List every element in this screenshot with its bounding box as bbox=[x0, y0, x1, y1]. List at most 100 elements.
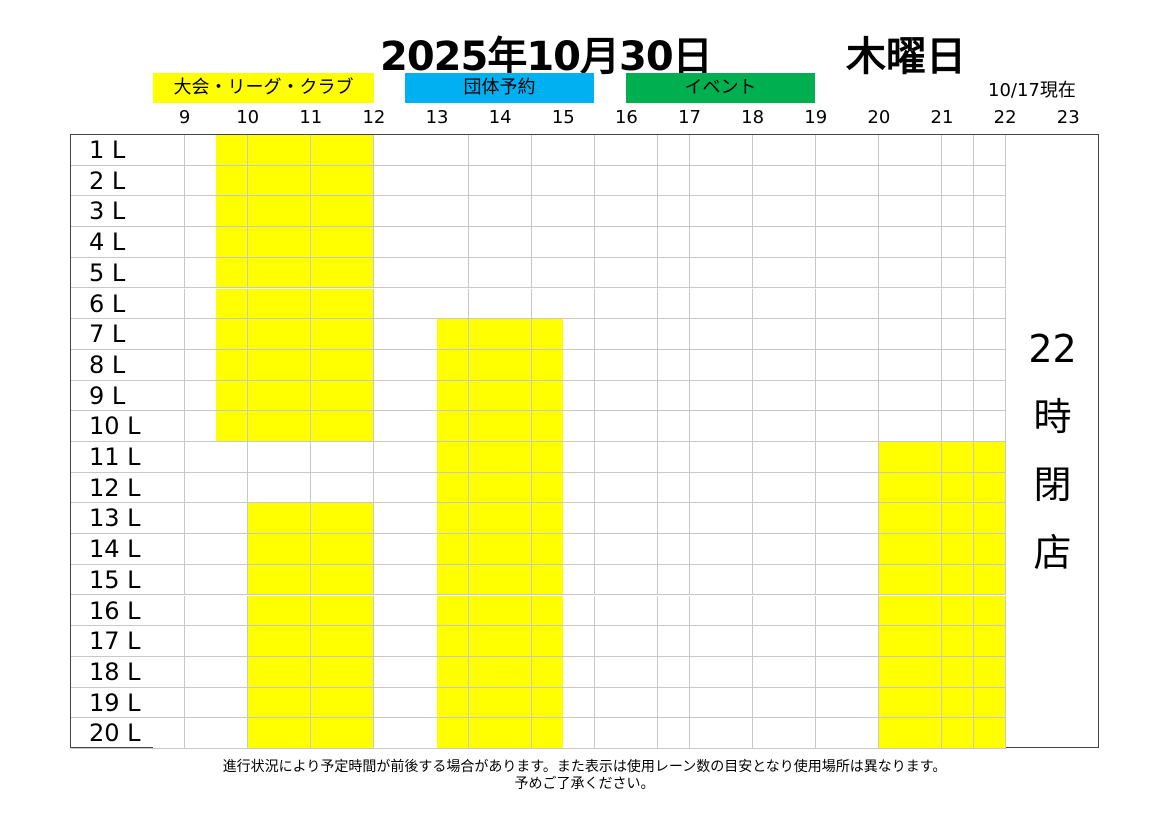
empty-slot bbox=[153, 196, 186, 228]
empty-slot bbox=[247, 442, 280, 473]
empty-slot bbox=[373, 411, 406, 442]
empty-slot bbox=[594, 503, 627, 535]
lane-label: 15 L bbox=[71, 564, 154, 596]
hour-label: 17 bbox=[678, 107, 701, 128]
empty-slot bbox=[184, 534, 217, 565]
booked-slot bbox=[500, 564, 533, 596]
booked-slot bbox=[437, 687, 470, 719]
empty-slot bbox=[784, 349, 817, 381]
empty-slot bbox=[531, 196, 564, 228]
empty-slot bbox=[153, 165, 186, 197]
empty-slot bbox=[153, 380, 186, 412]
closing-char: 店 bbox=[1033, 531, 1072, 575]
empty-slot bbox=[563, 564, 596, 596]
booked-slot bbox=[247, 411, 280, 442]
empty-slot bbox=[373, 165, 406, 197]
empty-slot bbox=[531, 257, 564, 289]
lane-label: 2 L bbox=[71, 165, 154, 197]
empty-slot bbox=[626, 319, 659, 350]
empty-slot bbox=[657, 564, 690, 596]
empty-slot bbox=[594, 257, 627, 289]
empty-slot bbox=[752, 564, 785, 596]
empty-slot bbox=[216, 687, 249, 719]
lane-label: 10 L bbox=[71, 411, 154, 442]
booked-slot bbox=[342, 687, 375, 719]
empty-slot bbox=[468, 196, 501, 228]
empty-slot bbox=[721, 687, 754, 719]
empty-slot bbox=[437, 135, 470, 166]
empty-slot bbox=[594, 687, 627, 719]
booked-slot bbox=[500, 442, 533, 473]
empty-slot bbox=[815, 564, 848, 596]
booked-slot bbox=[942, 656, 975, 688]
empty-slot bbox=[563, 319, 596, 350]
booked-slot bbox=[216, 165, 249, 197]
empty-slot bbox=[847, 626, 880, 657]
empty-slot bbox=[563, 411, 596, 442]
empty-slot bbox=[563, 595, 596, 627]
empty-slot bbox=[373, 196, 406, 228]
empty-slot bbox=[373, 718, 406, 749]
booked-slot bbox=[878, 503, 911, 535]
empty-slot bbox=[752, 595, 785, 627]
empty-slot bbox=[721, 349, 754, 381]
empty-slot bbox=[784, 165, 817, 197]
empty-slot bbox=[468, 288, 501, 320]
empty-slot bbox=[910, 319, 943, 350]
empty-slot bbox=[405, 411, 438, 442]
booked-slot bbox=[942, 534, 975, 565]
empty-slot bbox=[689, 503, 722, 535]
empty-slot bbox=[216, 503, 249, 535]
empty-slot bbox=[878, 319, 911, 350]
empty-slot bbox=[626, 656, 659, 688]
empty-slot bbox=[153, 718, 186, 749]
empty-slot bbox=[689, 196, 722, 228]
empty-slot bbox=[405, 227, 438, 258]
booked-slot bbox=[247, 165, 280, 197]
empty-slot bbox=[910, 135, 943, 166]
empty-slot bbox=[563, 626, 596, 657]
empty-slot bbox=[752, 626, 785, 657]
hour-label: 19 bbox=[804, 107, 828, 128]
empty-slot bbox=[657, 380, 690, 412]
empty-slot bbox=[279, 472, 312, 504]
empty-slot bbox=[373, 472, 406, 504]
empty-slot bbox=[942, 380, 975, 412]
closing-char: 22 bbox=[1028, 327, 1077, 371]
empty-slot bbox=[815, 135, 848, 166]
booked-slot bbox=[942, 472, 975, 504]
booked-slot bbox=[310, 380, 343, 412]
booked-slot bbox=[910, 626, 943, 657]
empty-slot bbox=[910, 380, 943, 412]
hour-label: 18 bbox=[741, 107, 765, 128]
empty-slot bbox=[815, 196, 848, 228]
empty-slot bbox=[184, 718, 217, 749]
empty-slot bbox=[815, 319, 848, 350]
empty-slot bbox=[847, 718, 880, 749]
empty-slot bbox=[153, 349, 186, 381]
empty-slot bbox=[626, 288, 659, 320]
empty-slot bbox=[752, 380, 785, 412]
booked-slot bbox=[279, 135, 312, 166]
empty-slot bbox=[594, 564, 627, 596]
empty-slot bbox=[815, 687, 848, 719]
empty-slot bbox=[153, 503, 186, 535]
empty-slot bbox=[184, 135, 217, 166]
empty-slot bbox=[342, 442, 375, 473]
empty-slot bbox=[563, 257, 596, 289]
empty-slot bbox=[657, 595, 690, 627]
empty-slot bbox=[373, 656, 406, 688]
empty-slot bbox=[784, 257, 817, 289]
lane-label: 1 L bbox=[71, 135, 154, 166]
empty-slot bbox=[184, 165, 217, 197]
empty-slot bbox=[878, 349, 911, 381]
empty-slot bbox=[752, 718, 785, 749]
empty-slot bbox=[784, 472, 817, 504]
booked-slot bbox=[247, 687, 280, 719]
lane-label: 20 L bbox=[71, 718, 154, 749]
empty-slot bbox=[626, 380, 659, 412]
empty-slot bbox=[657, 135, 690, 166]
booked-slot bbox=[942, 503, 975, 535]
booked-slot bbox=[468, 319, 501, 350]
empty-slot bbox=[815, 227, 848, 258]
